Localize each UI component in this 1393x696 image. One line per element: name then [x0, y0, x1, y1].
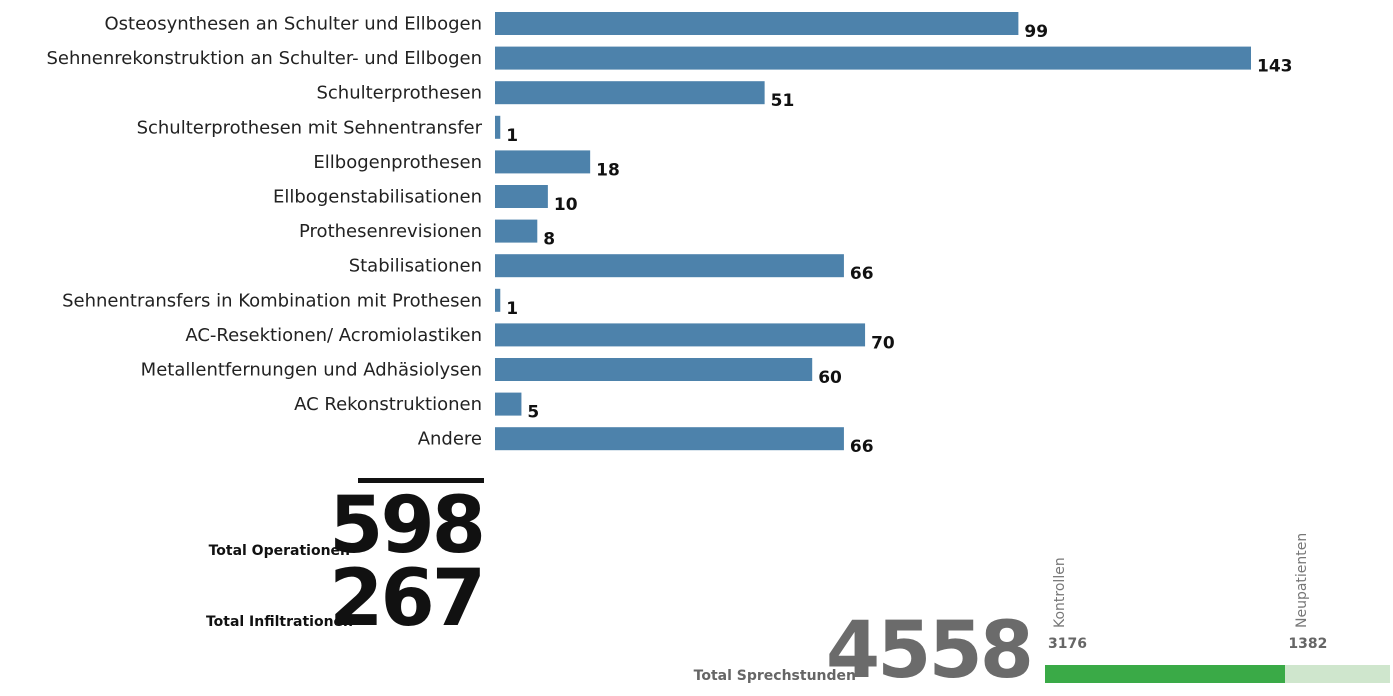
- total-operationen-value: 598: [329, 481, 486, 571]
- category-label: Osteosynthesen an Schulter und Ellbogen: [105, 14, 483, 35]
- category-label: Schulterprothesen mit Sehnentransfer: [137, 117, 483, 138]
- value-label: 8: [543, 230, 555, 250]
- category-label: Schulterprothesen: [316, 83, 482, 104]
- total-infiltrationen-value: 267: [329, 554, 486, 644]
- bar: [495, 254, 844, 278]
- total-infiltrationen-label: Total Infiltrationen: [205, 614, 353, 630]
- value-label: 51: [771, 91, 795, 111]
- kontrollen-label: Kontrollen: [1052, 557, 1068, 628]
- bar: [495, 81, 765, 105]
- value-label: 66: [850, 437, 874, 457]
- value-label: 18: [596, 160, 620, 180]
- total-sprechstunden-value: 4558: [825, 606, 1034, 696]
- value-label: 60: [818, 368, 842, 388]
- category-label: Sehnenrekonstruktion an Schulter- und El…: [46, 48, 482, 69]
- bar: [495, 358, 813, 381]
- value-label: 5: [527, 403, 539, 423]
- value-label: 143: [1257, 57, 1293, 77]
- value-label: 1: [506, 126, 518, 146]
- category-label: Stabilisationen: [349, 256, 482, 277]
- category-label: Sehnentransfers in Kombination mit Proth…: [62, 290, 482, 311]
- category-label: Ellbogenstabilisationen: [273, 187, 482, 208]
- value-label: 10: [554, 195, 578, 215]
- category-label: Ellbogenprothesen: [313, 152, 482, 173]
- category-label: AC-Resektionen/ Acromiolastiken: [185, 325, 482, 346]
- bar: [495, 115, 501, 139]
- category-label: AC Rekonstruktionen: [294, 394, 482, 415]
- category-label: Prothesenrevisionen: [299, 221, 482, 242]
- totals-rule: [358, 478, 484, 483]
- value-label: 99: [1024, 22, 1048, 42]
- total-operationen-label: Total Operationen: [208, 543, 350, 559]
- category-label: Metallentfernungen und Adhäsiolysen: [141, 360, 482, 381]
- bar: [495, 150, 591, 174]
- bar: [495, 12, 1019, 35]
- bar: [495, 46, 1251, 70]
- kontrollen-value: 3176: [1048, 636, 1087, 652]
- value-label: 66: [850, 264, 874, 284]
- value-label: 70: [871, 333, 895, 353]
- bar: [495, 323, 866, 347]
- value-label: 1: [506, 299, 518, 319]
- bar: [495, 185, 548, 208]
- bar: [495, 392, 522, 416]
- bar: [495, 288, 501, 312]
- neupatienten-segment: [1285, 665, 1390, 683]
- bar-chart: Osteosynthesen an Schulter und Ellbogen 9…: [46, 12, 1293, 457]
- total-sprechstunden-label: Total Sprechstunden: [693, 668, 856, 684]
- neupatienten-label: Neupatienten: [1294, 532, 1310, 628]
- category-label: Andere: [418, 429, 482, 450]
- bar: [495, 427, 844, 451]
- neupatienten-value: 1382: [1288, 636, 1328, 652]
- kontrollen-segment: [1045, 665, 1286, 683]
- bar: [495, 219, 538, 243]
